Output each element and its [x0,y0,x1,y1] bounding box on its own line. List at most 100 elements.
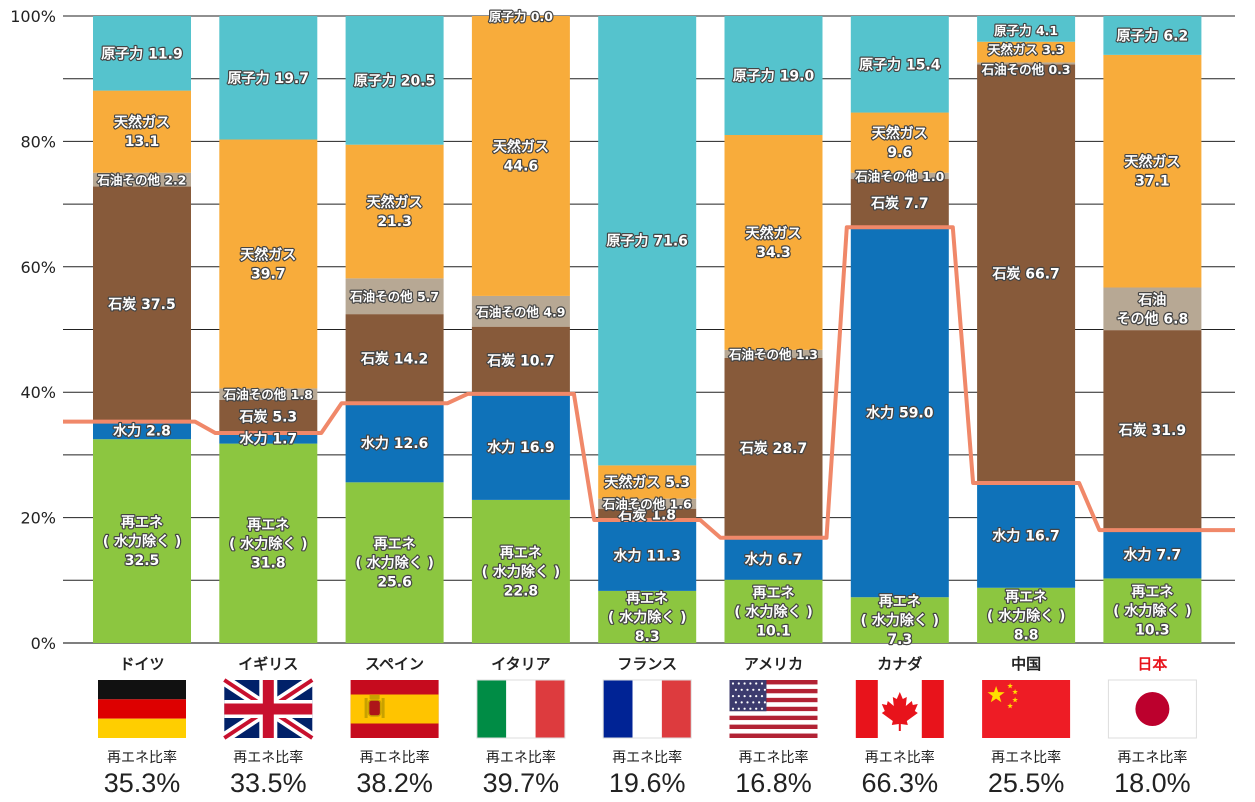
china-flag [982,680,1071,738]
country-label: イタリア [491,655,550,673]
segment-label-coal: 石炭 10.7 [486,352,554,369]
segment-label-nuclear: 原子力 0.0 [489,9,553,24]
country-label: アメリカ [744,655,803,673]
bar-segment-hydro [977,482,1076,588]
bar-segment-oil [598,498,697,509]
stacked-bars [93,16,1202,643]
bar-segment-nuclear [850,16,949,113]
segment-label-gas: 天然ガス 13.1 [114,114,170,150]
bar-segment-coal [598,508,697,520]
country-label: フランス [617,655,677,673]
segment-label-renew: 再エネ( 水力除く ) 31.8 [229,517,308,571]
bar-segment-hydro [850,227,949,598]
bar-segment-hydro [598,519,697,591]
segment-label-coal: 石炭 28.7 [739,440,807,457]
bar-segment-hydro [1103,530,1202,579]
segment-label-renew: 再エネ( 水力除く ) 22.8 [482,545,561,599]
rate-caption: 再エネ比率 [612,749,682,766]
bar-segment-hydro [345,403,444,483]
rate-value: 18.0% [1114,768,1191,798]
italy-flag [476,679,566,739]
rate-value: 25.5% [988,768,1065,798]
renewable-rate-line [63,225,1235,540]
rate-value: 66.3% [862,768,939,798]
rate-caption: 再エネ比率 [865,749,935,766]
segment-label-coal: 石炭 5.3 [238,408,297,425]
bar-segment-renew [471,499,570,643]
bar-segment-gas [977,41,1076,63]
rate-value: 19.6% [609,768,686,798]
segment-label-gas: 天然ガス 39.7 [240,246,296,282]
bar-segment-oil [850,172,949,180]
spain-flag [350,680,439,738]
segment-label-gas: 天然ガス 44.6 [493,138,549,174]
segment-label-hydro: 水力 16.7 [992,527,1059,544]
country-label: 日本 [1137,655,1167,673]
segment-label-gas: 天然ガス 5.3 [604,474,690,491]
bar-segment-nuclear [219,16,318,140]
bar-segment-nuclear [598,16,697,466]
segment-label-hydro: 水力 12.6 [361,435,428,452]
y-tick-label: 100% [10,7,56,26]
bar-segment-renew [977,587,1076,643]
bar-segment-coal [977,64,1076,483]
segment-label-renew: 再エネ( 水力除く ) 10.1 [734,585,813,639]
y-tick-label: 20% [20,509,56,528]
segment-label-gas: 天然ガス 3.3 [988,42,1065,57]
segment-label-coal: 石炭 31.9 [1118,422,1186,439]
y-tick-label: 80% [20,132,56,151]
segment-label-renew: 再エネ( 水力除く ) 8.8 [987,589,1066,643]
bar-segment-oil [1103,287,1202,331]
flags [98,675,1197,743]
segment-label-hydro: 水力 16.9 [487,439,554,456]
bar-segment-hydro [93,421,191,440]
segment-label-coal: 石炭 37.5 [107,296,175,313]
x-axis: ドイツ イギリス スペイン イタリア フランス アメリカ カナダ 中国 日本 [119,655,1167,673]
segment-label-gas: 天然ガス 37.1 [1124,154,1180,190]
rate-value: 16.8% [735,768,812,798]
segment-label-coal: 石炭 1.8 [617,506,676,523]
bar-segment-hydro [724,537,823,580]
bar-segment-renew [219,443,318,643]
segment-label-renew: 再エネ( 水力除く ) 10.3 [1113,585,1192,639]
segment-label-nuclear: 原子力 11.9 [101,45,182,62]
usa-flag [729,680,818,738]
y-tick-label: 40% [20,383,56,402]
bar-segment-gas [850,112,949,173]
y-axis: 0% 20% 40% 60% 80% 100% [10,7,56,653]
bar-segment-oil [977,62,1076,65]
segment-label-gas: 天然ガス 21.3 [367,194,423,230]
japan-flag [1107,679,1197,739]
segment-label-oil: 石油その他 1.8 [223,387,313,402]
segment-label-coal: 石炭 7.7 [870,195,929,212]
segment-label-oil: 石油その他 1.3 [728,347,818,362]
segment-label-hydro: 水力 1.7 [239,430,297,447]
rate-value: 35.3% [104,768,181,798]
rate-value: 39.7% [483,768,560,798]
bar-segment-renew [345,482,444,643]
bar-segment-nuclear [345,16,444,145]
y-tick-label: 60% [20,258,56,277]
rate-caption: 再エネ比率 [739,749,809,766]
segment-label-coal: 石炭 66.7 [991,266,1059,283]
rate-caption: 再エネ比率 [107,749,177,766]
country-label: カナダ [877,655,922,673]
bar-segment-oil [345,278,444,315]
bar-segment-coal [724,358,823,538]
segment-label-oil: 石油その他 5.7 [349,289,439,304]
rate-caption: 再エネ比率 [1117,749,1187,766]
germany-flag [98,680,186,738]
segment-label-nuclear: 原子力 20.5 [354,72,435,89]
renewable-rate-path [63,225,1235,540]
france-flag [602,679,692,739]
bar-segment-nuclear [977,16,1076,42]
segment-label-nuclear: 原子力 15.4 [859,56,941,73]
uk-flag [221,675,316,743]
rate-value: 33.5% [230,768,307,798]
bar-segment-gas [93,90,191,173]
country-label: イギリス [238,655,298,673]
bar-segment-nuclear [1103,16,1202,55]
segment-label-oil: 石油その他 0.3 [981,62,1071,77]
segment-label-hydro: 水力 2.8 [113,422,171,439]
segment-label-nuclear: 原子力 19.0 [733,68,815,85]
